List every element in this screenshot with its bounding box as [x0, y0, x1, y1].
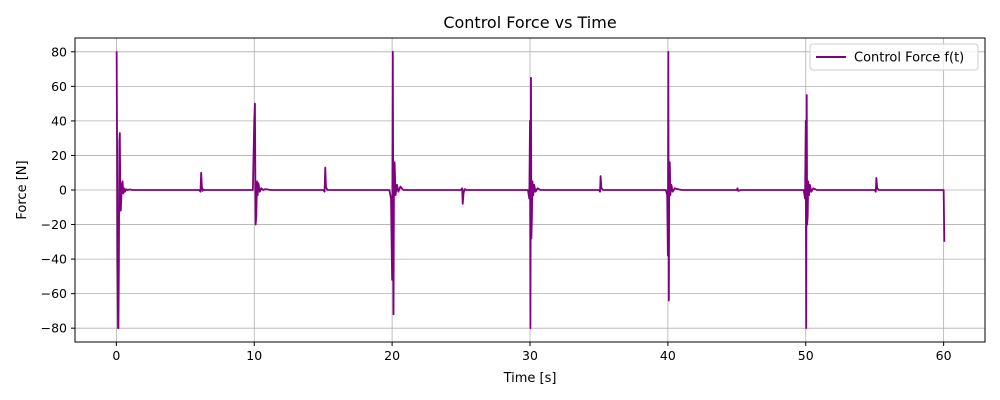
y-tick-label: 40 [51, 113, 67, 128]
y-tick-label: −80 [41, 321, 67, 336]
y-tick-label: 80 [51, 44, 67, 59]
x-tick-label: 10 [246, 348, 262, 363]
series-layer [115, 50, 946, 330]
chart-title: Control Force vs Time [443, 13, 616, 32]
x-tick-label: 40 [660, 348, 676, 363]
x-tick-label: 60 [936, 348, 952, 363]
x-tick-label: 50 [798, 348, 814, 363]
x-tick-label: 30 [522, 348, 538, 363]
legend-box [809, 43, 979, 71]
y-tick-label: 60 [51, 79, 67, 94]
series-line-0 [115, 50, 946, 330]
x-tick-label: 20 [384, 348, 400, 363]
x-axis-label: Time [s] [503, 371, 557, 386]
y-tick-label: −60 [41, 286, 67, 301]
y-tick-label: −40 [41, 252, 67, 267]
legend-label: Control Force f(t) [854, 51, 964, 66]
x-tick-label: 0 [112, 348, 120, 363]
y-tick-label: −20 [41, 217, 67, 232]
y-tick-label: 0 [59, 183, 67, 198]
legend: Control Force f(t) [809, 43, 979, 71]
axis-ticks: 0 10 20 30 40 50 60 −80 −60 −40 −20 0 20 40 60 80 [41, 44, 952, 363]
y-axis-label: Force [N] [15, 160, 30, 219]
y-tick-label: 20 [51, 148, 67, 163]
